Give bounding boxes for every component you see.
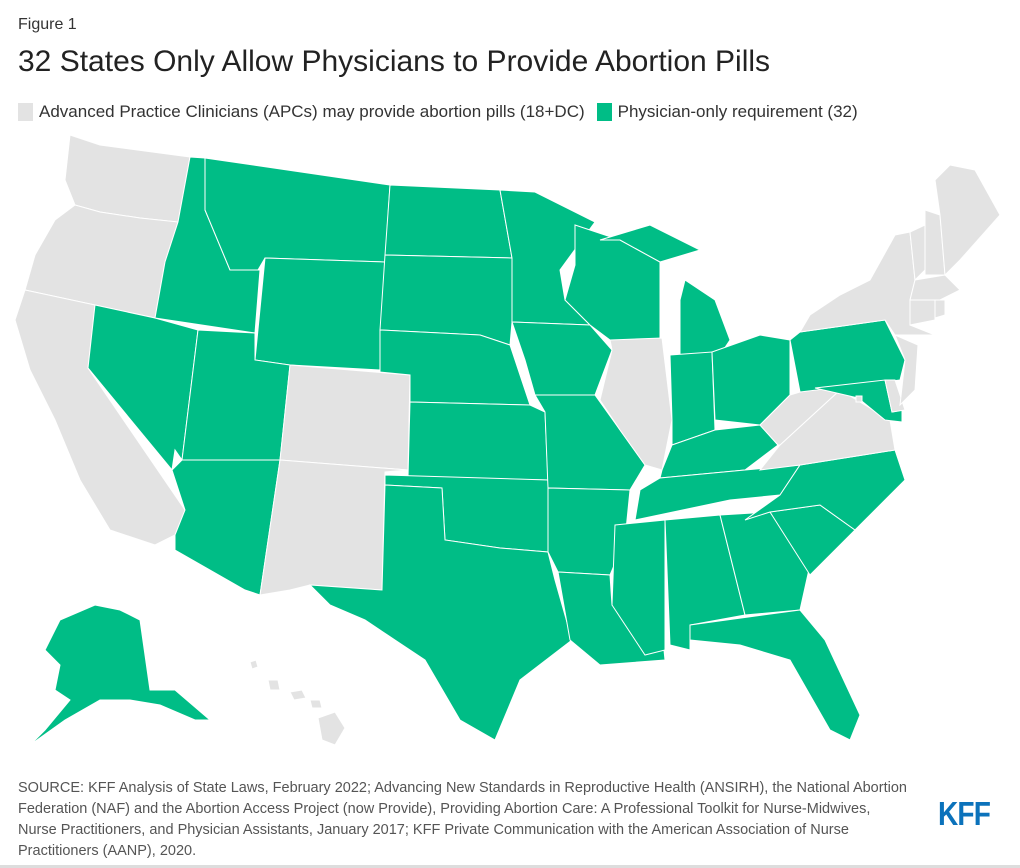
state-dc — [855, 395, 863, 403]
state-shape — [29, 604, 212, 746]
state-nj — [894, 334, 919, 407]
state-wy — [254, 257, 386, 371]
legend-item-apc: Advanced Practice Clinicians (APCs) may … — [18, 102, 585, 122]
state-shape — [249, 659, 259, 670]
state-shape — [934, 299, 946, 319]
figure-label: Figure 1 — [18, 16, 77, 33]
legend-swatch-physician — [596, 103, 612, 121]
source-note: SOURCE: KFF Analysis of State Laws, Febr… — [18, 780, 907, 859]
state-nv — [87, 304, 199, 472]
state-shape — [534, 394, 646, 491]
chart-title: 32 States Only Allow Physicians to Provi… — [18, 45, 771, 78]
state-ms — [611, 519, 666, 656]
state-nd — [384, 184, 513, 259]
us-map — [14, 134, 1001, 746]
state-shape — [309, 699, 323, 709]
state-shape — [87, 304, 199, 472]
legend-item-physician: Physician-only requirement (32) — [596, 102, 858, 122]
state-shape — [679, 279, 731, 356]
state-shape — [308, 484, 573, 741]
state-shape — [204, 157, 391, 271]
state-tx — [308, 484, 573, 741]
state-ct — [909, 299, 936, 326]
state-shape — [894, 334, 919, 407]
state-shape — [669, 351, 716, 446]
state-nh — [924, 209, 946, 276]
state-in — [669, 351, 716, 446]
state-shape — [909, 274, 961, 301]
legend-label: Advanced Practice Clinicians (APCs) may … — [39, 102, 585, 121]
state-shape — [909, 299, 936, 326]
legend-swatch-apc — [18, 103, 33, 121]
state-shape — [317, 711, 346, 746]
state-fl — [689, 609, 861, 741]
state-co — [279, 364, 411, 471]
state-shape — [689, 609, 861, 741]
state-ri — [934, 299, 946, 319]
state-mt — [204, 157, 391, 271]
state-me — [934, 164, 1001, 277]
state-shape — [611, 519, 666, 656]
legend: Advanced Practice Clinicians (APCs) may … — [18, 102, 870, 122]
state-shape — [511, 321, 613, 396]
state-shape — [254, 257, 386, 371]
state-mo — [534, 394, 646, 491]
state-ia — [511, 321, 613, 396]
state-shape — [384, 184, 513, 259]
state-shape — [855, 395, 863, 403]
state-mi — [599, 224, 731, 356]
state-shape — [599, 224, 702, 263]
state-shape — [924, 209, 946, 276]
state-hi — [249, 659, 346, 746]
kff-logo: KFF — [938, 795, 991, 832]
state-shape — [599, 337, 673, 471]
state-shape — [279, 364, 411, 471]
state-ma — [909, 274, 961, 301]
state-shape — [267, 679, 281, 691]
state-ak — [29, 604, 212, 746]
state-shape — [934, 164, 1001, 277]
bottom-border — [0, 865, 1020, 868]
state-ks — [407, 401, 549, 481]
legend-label: Physician-only requirement (32) — [617, 102, 858, 121]
state-il — [599, 337, 673, 471]
state-shape — [407, 401, 549, 481]
state-shape — [289, 689, 307, 701]
